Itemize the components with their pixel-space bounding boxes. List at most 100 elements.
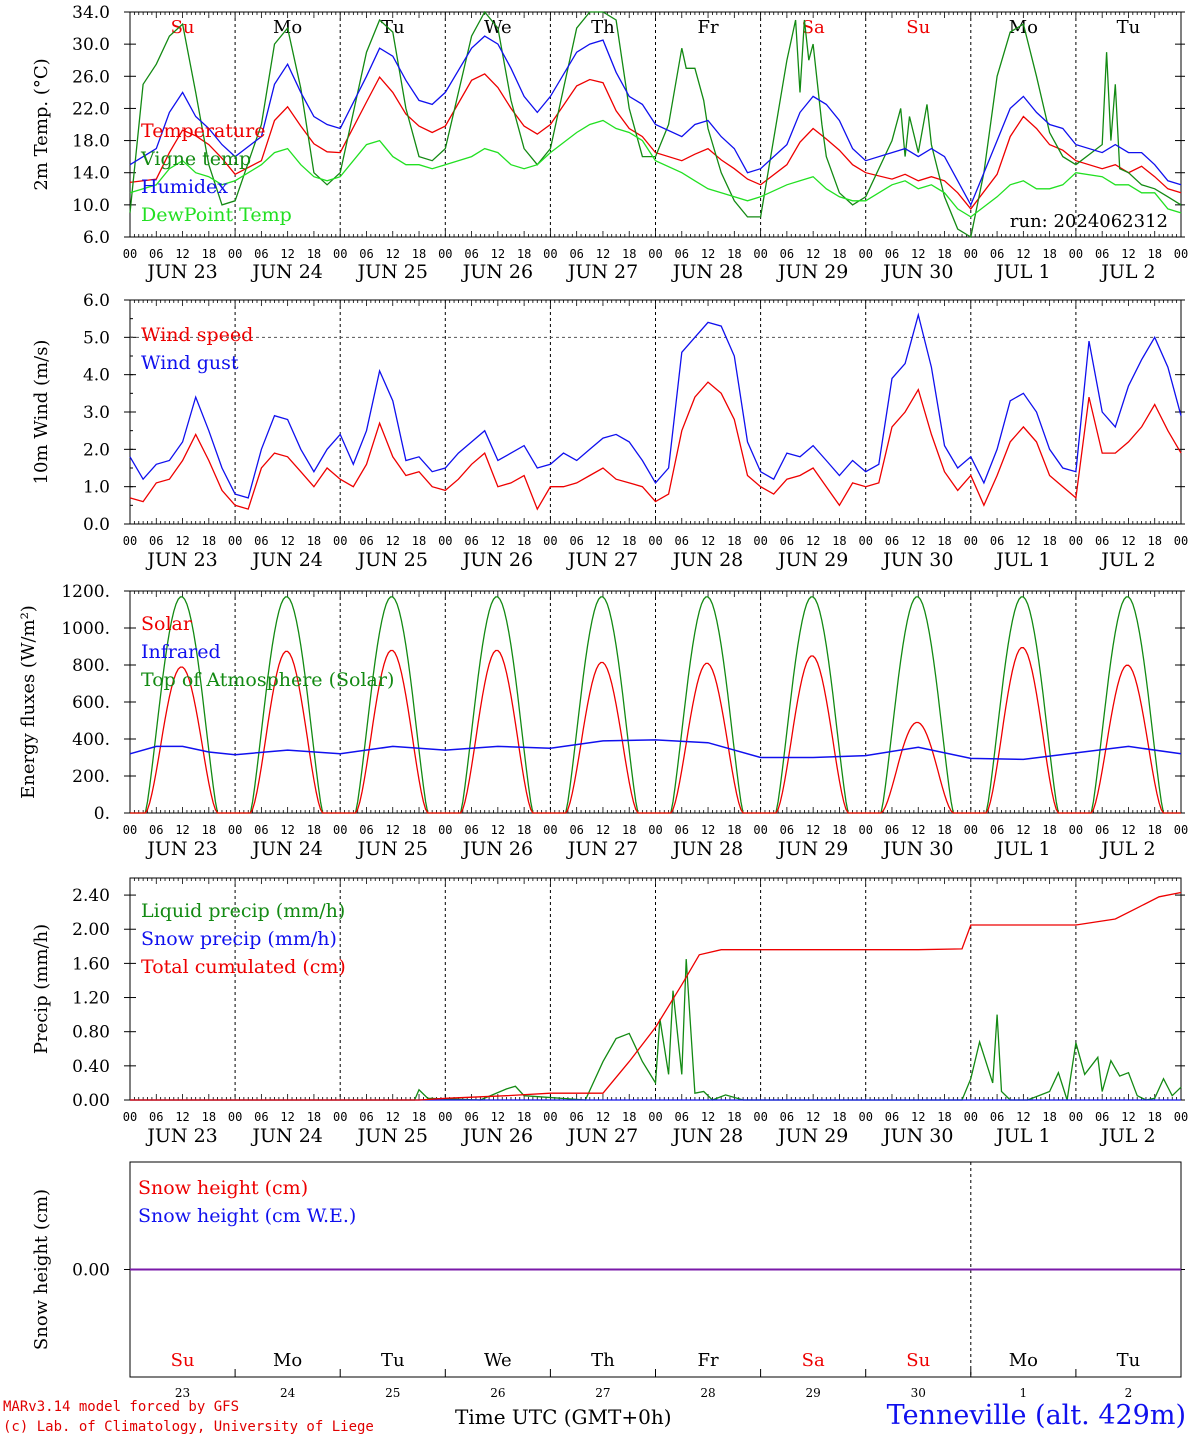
y-tick-label: 800. [72, 656, 110, 676]
date-label: JUN 30 [881, 261, 953, 283]
hour-label: 00 [1069, 247, 1083, 261]
day-name: Th [591, 1350, 615, 1371]
legend-entry: Snow precip (mm/h) [141, 928, 337, 950]
hour-label: 06 [990, 247, 1004, 261]
legend-entry: Solar [141, 613, 193, 635]
hour-label: 12 [175, 823, 189, 837]
hour-label: 06 [885, 823, 899, 837]
date-label: JUN 27 [566, 838, 638, 860]
y-tick-label: 1.60 [72, 954, 110, 974]
hour-label: 12 [280, 1110, 294, 1124]
y-tick-label: 30.0 [72, 35, 110, 55]
hour-label: 12 [806, 247, 820, 261]
day-name: Sa [802, 17, 825, 38]
hour-label: 06 [254, 1110, 268, 1124]
day-number: 26 [490, 1386, 505, 1400]
hour-label: 18 [937, 823, 951, 837]
hour-label: 12 [701, 823, 715, 837]
hour-label: 00 [438, 247, 452, 261]
y-tick-label: 1000. [61, 619, 110, 639]
hour-label: 06 [464, 823, 478, 837]
hour-label: 00 [228, 823, 242, 837]
hour-label: 12 [596, 247, 610, 261]
day-name: Th [591, 17, 615, 38]
hour-label: 06 [569, 534, 583, 548]
hour-label: 18 [517, 1110, 531, 1124]
y-tick-label: 6.0 [83, 291, 110, 311]
legend-entry: Total cumulated (cm) [141, 956, 346, 978]
date-label: JUN 28 [671, 549, 743, 571]
day-name: Tu [1117, 1350, 1141, 1371]
date-label: JUL 1 [994, 549, 1050, 571]
date-label: JUL 2 [1099, 549, 1155, 571]
hour-label: 00 [228, 1110, 242, 1124]
hour-label: 18 [412, 534, 426, 548]
legend-entry: Wind speed [141, 324, 253, 346]
hour-label: 18 [307, 823, 321, 837]
y-axis-label: 10m Wind (m/s) [31, 340, 52, 485]
date-label: JUN 26 [461, 838, 533, 860]
day-name: Tu [1117, 17, 1141, 38]
hour-label: 18 [832, 1110, 846, 1124]
hour-label: 12 [806, 823, 820, 837]
date-label: JUN 23 [145, 838, 217, 860]
hour-label: 12 [1121, 247, 1135, 261]
station-name: Tenneville (alt. 429m) [886, 1400, 1186, 1431]
hour-label: 12 [701, 247, 715, 261]
hour-label: 18 [622, 1110, 636, 1124]
date-label: JUN 25 [356, 261, 428, 283]
legend-entry: Top of Atmosphere (Solar) [141, 669, 394, 691]
date-label: JUN 23 [145, 261, 217, 283]
y-axis-label: Precip (mm/h) [31, 924, 52, 1054]
hour-label: 12 [386, 534, 400, 548]
hour-label: 00 [858, 247, 872, 261]
date-label: JUN 28 [671, 838, 743, 860]
hour-label: 00 [1069, 534, 1083, 548]
hour-label: 18 [727, 823, 741, 837]
day-name: Mo [1009, 17, 1038, 38]
date-label: JUN 29 [776, 1125, 848, 1147]
hour-label: 06 [885, 247, 899, 261]
hour-label: 12 [491, 823, 505, 837]
date-label: JUN 25 [356, 549, 428, 571]
hour-label: 12 [806, 534, 820, 548]
date-label: JUL 1 [994, 838, 1050, 860]
wind-gust-line [129, 312, 1182, 499]
hour-label: 06 [149, 1110, 163, 1124]
hour-label: 12 [1121, 823, 1135, 837]
hour-label: 06 [149, 247, 163, 261]
y-tick-label: 2.40 [72, 886, 110, 906]
infrared-flux-line [129, 739, 1182, 761]
date-label: JUL 2 [1099, 838, 1155, 860]
y-tick-label: 1.0 [83, 478, 110, 498]
total-cumulated-cm-line [130, 891, 1182, 1101]
date-label: JUN 30 [881, 838, 953, 860]
hour-label: 06 [885, 534, 899, 548]
hour-label: 00 [964, 823, 978, 837]
wind-speed-line [129, 381, 1182, 511]
hour-label: 12 [701, 534, 715, 548]
hour-label: 00 [858, 823, 872, 837]
day-name: Tu [381, 1350, 405, 1371]
hour-label: 06 [149, 823, 163, 837]
hour-label: 18 [307, 1110, 321, 1124]
hour-label: 00 [964, 534, 978, 548]
hour-label: 12 [1121, 534, 1135, 548]
day-number: 23 [175, 1386, 190, 1400]
day-name: We [484, 1350, 512, 1371]
legend-entry: DewPoint Temp [141, 204, 292, 226]
legend-entry: Snow height (cm W.E.) [138, 1205, 356, 1227]
hour-label: 12 [911, 534, 925, 548]
hour-label: 18 [1042, 247, 1056, 261]
hour-label: 06 [359, 1110, 373, 1124]
hour-label: 18 [1042, 1110, 1056, 1124]
hour-label: 18 [517, 247, 531, 261]
hour-label: 18 [202, 1110, 216, 1124]
hour-label: 12 [596, 1110, 610, 1124]
hour-label: 00 [964, 1110, 978, 1124]
hour-label: 06 [464, 534, 478, 548]
hour-label: 18 [832, 534, 846, 548]
hour-label: 18 [622, 534, 636, 548]
date-label: JUN 26 [461, 549, 533, 571]
hour-label: 18 [832, 823, 846, 837]
